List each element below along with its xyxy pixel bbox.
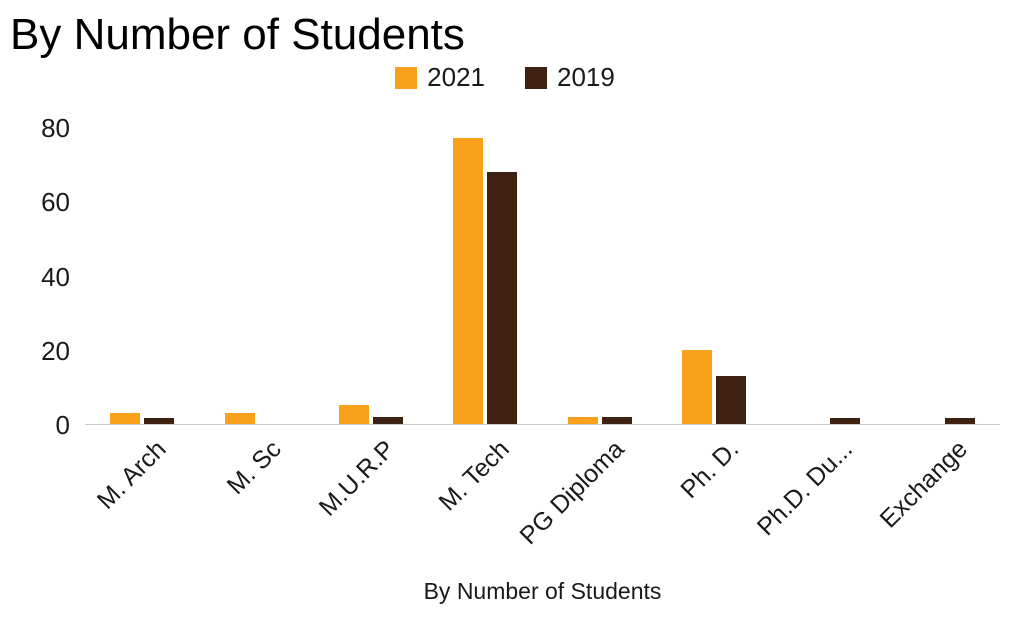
x-axis-category-label: Exchange <box>874 435 973 534</box>
x-axis-category-label: M. Arch <box>92 435 172 515</box>
bar-pair <box>771 418 885 424</box>
y-axis-tick-label: 40 <box>41 261 70 292</box>
legend-label: 2021 <box>427 62 485 92</box>
x-axis-category-label: M. Sc <box>221 435 287 500</box>
bar-2019-Exchange <box>944 418 975 424</box>
bar-2019-Ph.D. Du... <box>830 418 861 424</box>
x-axis-labels: M. Arch M. Sc M.U.R.P M. Tech PG Diploma Ph. … <box>85 425 1000 555</box>
bar-2019-M. Arch <box>144 418 175 424</box>
y-axis-tick-label: 0 <box>55 410 70 440</box>
bar-pair <box>85 412 199 424</box>
category-group <box>657 128 771 424</box>
category-group <box>543 128 657 424</box>
y-axis: 0 20 40 60 80 <box>18 113 70 440</box>
legend-label: 2019 <box>557 62 615 92</box>
legend-swatch-2019 <box>525 66 547 89</box>
category-group <box>428 128 542 424</box>
x-axis-category-label: M. Tech <box>433 435 516 517</box>
category-group <box>886 128 1000 424</box>
bar-2021-M. Arch <box>110 412 141 424</box>
x-axis-category-label: Ph. D. <box>674 435 744 504</box>
category-group <box>314 128 428 424</box>
bar-pair <box>314 405 428 424</box>
x-axis-category-label: M.U.R.P <box>314 435 401 522</box>
bar-pair <box>199 412 313 424</box>
plot-area <box>85 128 1000 425</box>
bar-pair <box>543 416 657 424</box>
bar-pair <box>886 418 1000 424</box>
legend: 2021 2019 <box>0 62 1010 93</box>
bar-2019-M.U.R.P <box>372 416 403 424</box>
bar-2019-PG Diploma <box>601 416 632 424</box>
bar-pair <box>657 349 771 424</box>
bar-2021-PG Diploma <box>567 416 598 424</box>
bar-2019-Ph. D. <box>716 375 747 424</box>
category-group <box>85 128 199 424</box>
x-axis-title: By Number of Students <box>423 578 662 604</box>
y-axis-tick-label: 80 <box>41 113 70 143</box>
bar-2021-Ph. D. <box>682 349 713 424</box>
x-axis-category-label: PG Diploma <box>514 435 630 551</box>
categories-container <box>85 128 1000 424</box>
bar-2021-M.U.R.P <box>338 405 369 424</box>
chart-title: By Number of Students <box>10 10 465 59</box>
bar-pair <box>428 138 542 424</box>
bar-2019-M. Tech <box>487 171 518 424</box>
legend-item-2021[interactable]: 2021 <box>395 62 485 93</box>
bar-2021-M. Tech <box>453 138 484 424</box>
y-axis-tick-label: 60 <box>41 187 70 218</box>
category-group <box>771 128 885 424</box>
legend-item-2019[interactable]: 2019 <box>525 62 615 93</box>
legend-swatch-2021 <box>395 66 418 89</box>
x-axis-category-label: Ph.D. Du... <box>751 435 859 542</box>
bar-2021-M. Sc <box>224 412 255 424</box>
y-axis-tick-label: 20 <box>41 335 70 366</box>
category-group <box>199 128 313 424</box>
